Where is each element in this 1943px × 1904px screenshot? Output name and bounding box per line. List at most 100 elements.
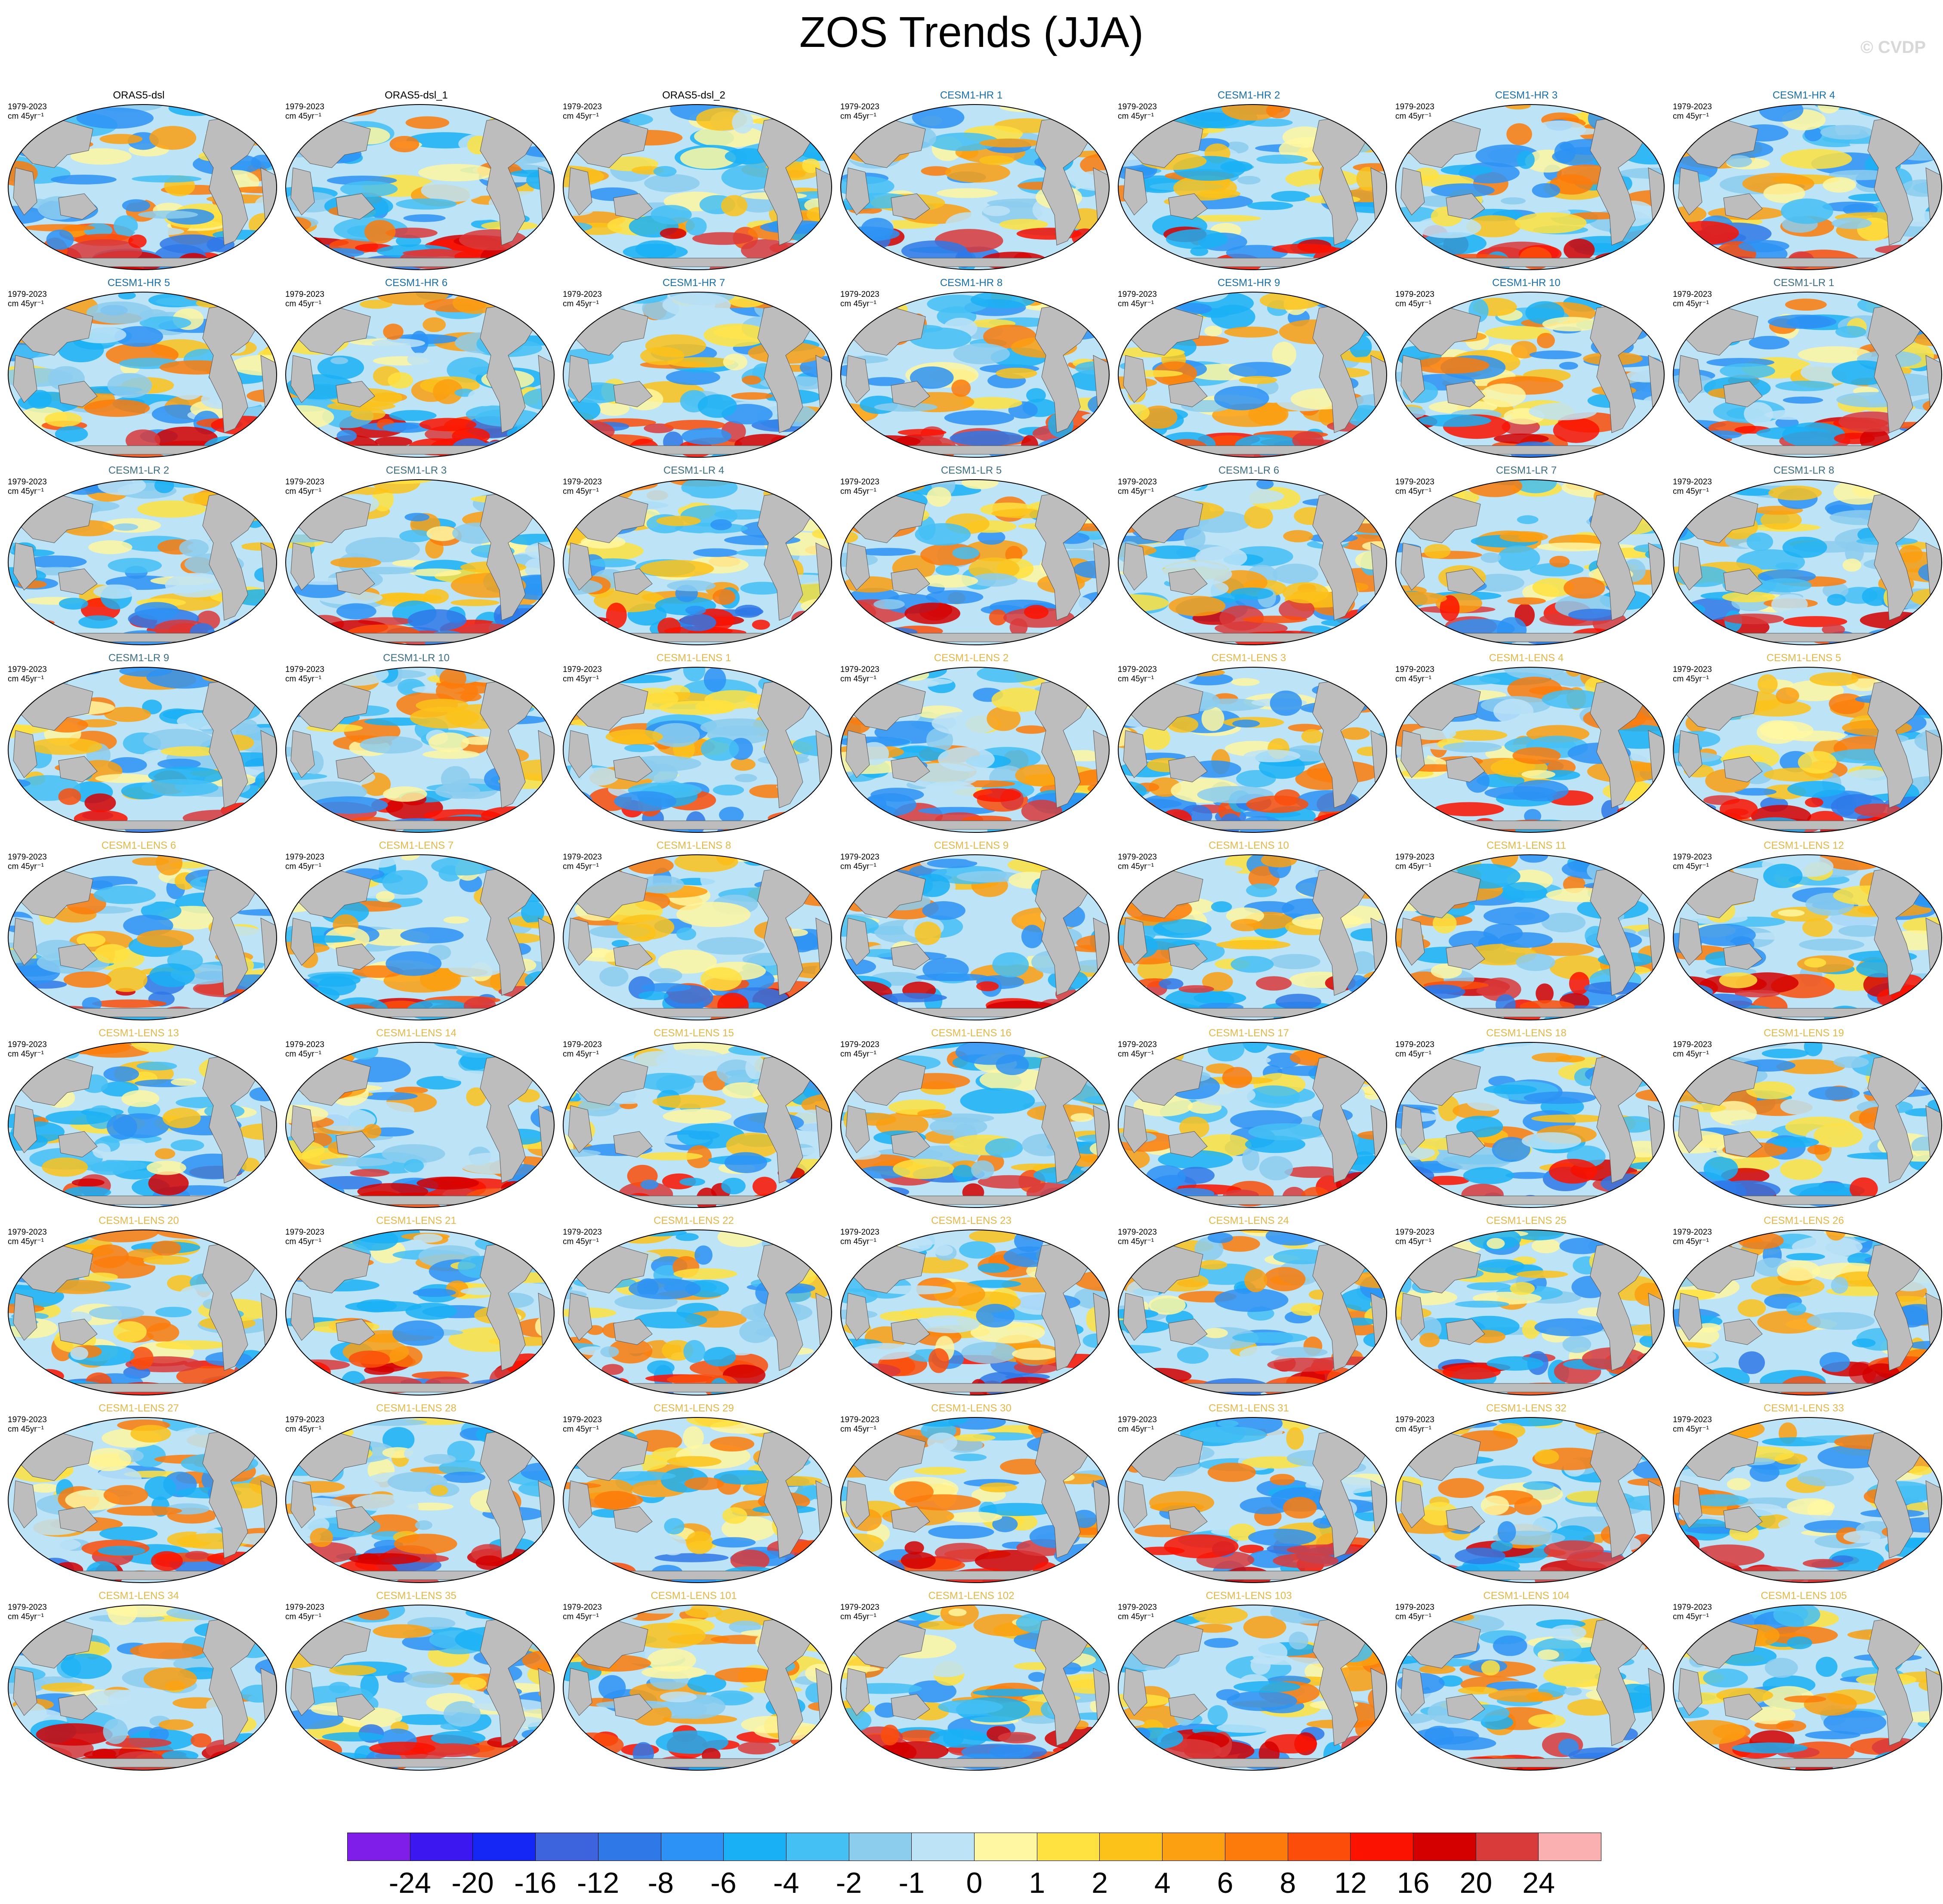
colorbar-label: -2 (836, 1867, 862, 1899)
map-panel: CESM1-LR 5 1979-2023 cm 45yr⁻¹ (833, 461, 1110, 649)
panel-units: cm 45yr⁻¹ (1673, 299, 1709, 308)
map-panel: CESM1-LENS 105 1979-2023 cm 45yr⁻¹ (1665, 1587, 1943, 1774)
land-mass (1168, 381, 1208, 407)
colorbar: -24 -20 -16 -12 -8 -6 -4 -2 -1 0 1 2 4 6 8 12 16 20 24 (347, 1833, 1601, 1899)
panel-period: 1979-2023 (563, 290, 602, 299)
panel-period: 1979-2023 (1395, 1040, 1434, 1049)
panel-title: CESM1-LR 8 (1773, 465, 1835, 476)
panel-period: 1979-2023 (285, 478, 324, 487)
panel-title: CESM1-LENS 13 (99, 1027, 179, 1039)
panel-period: 1979-2023 (840, 853, 879, 862)
colorbar-label: -1 (898, 1867, 925, 1899)
map-panel: CESM1-LR 9 1979-2023 cm 45yr⁻¹ (0, 649, 278, 836)
land-mass (1678, 167, 1702, 216)
panel-units: cm 45yr⁻¹ (1395, 299, 1431, 308)
land-mass (1446, 943, 1485, 970)
panel-title: CESM1-LENS 23 (931, 1215, 1012, 1226)
panel-title: CESM1-LENS 27 (99, 1402, 179, 1414)
world-map (563, 1229, 832, 1396)
land-mass (1459, 1383, 1601, 1393)
panel-title: CESM1-LENS 24 (1209, 1215, 1289, 1226)
panel-title: CESM1-LENS 25 (1486, 1215, 1567, 1226)
land-mass (1123, 1480, 1147, 1528)
panel-title: CESM1-LR 3 (386, 465, 447, 476)
panel-units: cm 45yr⁻¹ (840, 487, 876, 496)
world-map (8, 1042, 277, 1208)
panel-title: CESM1-LENS 34 (99, 1590, 179, 1602)
land-mass (1446, 1694, 1485, 1720)
land-mass (845, 542, 870, 591)
world-map (8, 667, 277, 833)
panel-units: cm 45yr⁻¹ (1395, 1237, 1431, 1246)
panel-period: 1979-2023 (8, 1603, 47, 1612)
map-panel: CESM1-LR 2 1979-2023 cm 45yr⁻¹ (0, 461, 278, 649)
panel-title: CESM1-LR 5 (941, 465, 1002, 476)
land-mass (336, 1319, 375, 1345)
land-mass (1459, 633, 1601, 642)
panel-title: CESM1-LENS 20 (99, 1215, 179, 1226)
world-map (1118, 292, 1387, 458)
panel-units: cm 45yr⁻¹ (8, 1425, 44, 1434)
land-mass (1168, 1131, 1208, 1158)
colorbar-swatch (1163, 1833, 1225, 1861)
land-mass (1723, 1694, 1763, 1720)
map-panel: CESM1-LENS 11 1979-2023 cm 45yr⁻¹ (1388, 836, 1665, 1024)
colorbar-label: -16 (514, 1867, 557, 1899)
panel-units: cm 45yr⁻¹ (285, 1237, 321, 1246)
panel-units: cm 45yr⁻¹ (563, 487, 599, 496)
panel-period: 1979-2023 (8, 665, 47, 674)
panel-period: 1979-2023 (285, 1603, 324, 1612)
panel-title: CESM1-LENS 4 (1489, 652, 1564, 664)
land-mass (1181, 633, 1324, 642)
colorbar-label: -4 (773, 1867, 799, 1899)
panel-title: CESM1-LENS 19 (1764, 1027, 1844, 1039)
panel-period: 1979-2023 (8, 1228, 47, 1237)
land-mass (58, 756, 98, 783)
land-mass (1459, 258, 1601, 267)
land-mass (290, 730, 315, 778)
panel-title: CESM1-LENS 31 (1209, 1402, 1289, 1414)
map-panel: CESM1-LENS 33 1979-2023 cm 45yr⁻¹ (1665, 1399, 1943, 1587)
panel-period: 1979-2023 (840, 1415, 879, 1424)
panel-title: CESM1-HR 9 (1217, 277, 1280, 289)
land-mass (1678, 542, 1702, 591)
panel-title: CESM1-HR 2 (1217, 89, 1280, 101)
map-panel: CESM1-LENS 19 1979-2023 cm 45yr⁻¹ (1665, 1024, 1943, 1211)
world-map (1673, 854, 1942, 1020)
world-map (8, 1229, 277, 1396)
panel-period: 1979-2023 (285, 1415, 324, 1424)
world-map (285, 1042, 555, 1208)
land-mass (1723, 1506, 1763, 1533)
world-map (1395, 104, 1665, 270)
panel-title: CESM1-LENS 35 (376, 1590, 456, 1602)
world-map (840, 1042, 1110, 1208)
land-mass (349, 1008, 491, 1017)
map-panel: CESM1-LR 6 1979-2023 cm 45yr⁻¹ (1110, 461, 1388, 649)
panel-units: cm 45yr⁻¹ (1118, 675, 1154, 684)
panel-units: cm 45yr⁻¹ (8, 487, 44, 496)
land-mass (290, 167, 315, 216)
panel-title: CESM1-LENS 26 (1764, 1215, 1844, 1226)
map-panel: CESM1-LENS 25 1979-2023 cm 45yr⁻¹ (1388, 1211, 1665, 1399)
map-panel: CESM1-LENS 104 1979-2023 cm 45yr⁻¹ (1388, 1587, 1665, 1774)
land-mass (568, 730, 592, 778)
land-mass (613, 1319, 653, 1345)
panel-title: CESM1-HR 1 (940, 89, 1003, 101)
panel-title: CESM1-LENS 6 (101, 840, 176, 851)
world-map (1118, 667, 1387, 833)
land-mass (626, 1383, 769, 1393)
panel-units: cm 45yr⁻¹ (8, 862, 44, 871)
land-mass (845, 1480, 870, 1528)
world-map (1395, 1042, 1665, 1208)
panel-period: 1979-2023 (1673, 1228, 1712, 1237)
panel-units: cm 45yr⁻¹ (1673, 112, 1709, 121)
map-panel: CESM1-LENS 23 1979-2023 cm 45yr⁻¹ (833, 1211, 1110, 1399)
land-mass (290, 1480, 315, 1528)
panel-units: cm 45yr⁻¹ (285, 675, 321, 684)
land-mass (1400, 1105, 1425, 1153)
land-mass (71, 1383, 214, 1393)
panel-units: cm 45yr⁻¹ (1673, 1612, 1709, 1621)
map-panel: CESM1-LENS 13 1979-2023 cm 45yr⁻¹ (0, 1024, 278, 1211)
land-mass (1723, 193, 1763, 220)
panel-title: CESM1-HR 10 (1492, 277, 1561, 289)
